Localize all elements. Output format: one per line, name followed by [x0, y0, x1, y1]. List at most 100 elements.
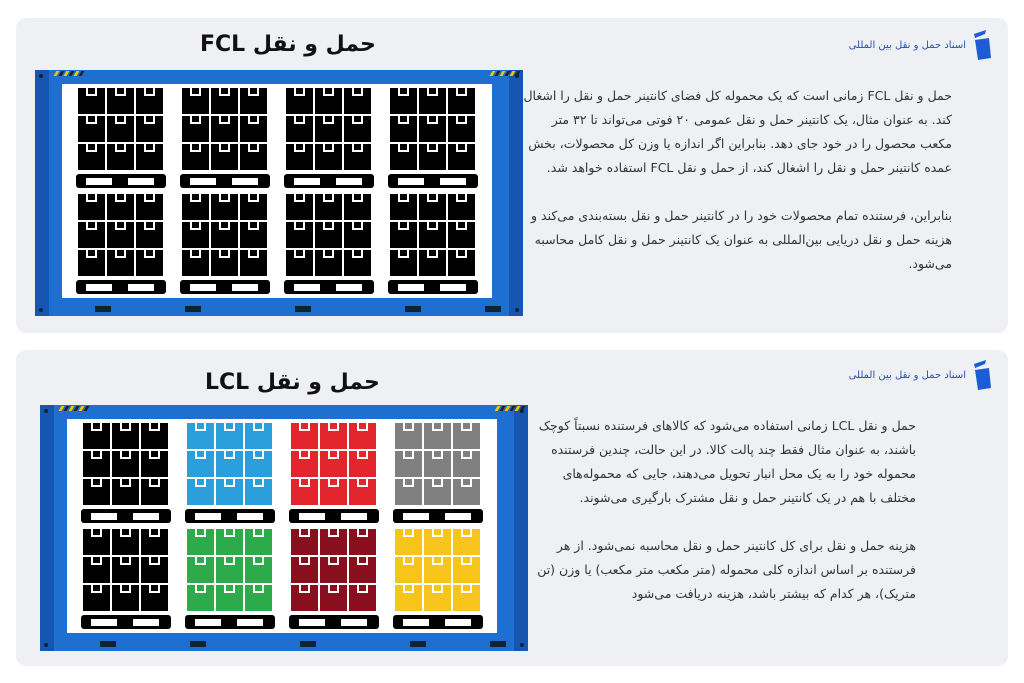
box-tape: [224, 585, 235, 593]
box-tape: [144, 250, 155, 258]
box: [320, 529, 347, 555]
hazard-stripe: [63, 406, 70, 411]
box-tape: [253, 423, 264, 431]
corner-casting: [39, 74, 43, 78]
box-tape: [91, 585, 102, 593]
box: [216, 451, 243, 477]
hazard-stripe: [73, 71, 80, 76]
box: [424, 557, 451, 583]
box: [286, 144, 313, 170]
box: [286, 222, 313, 248]
box-tape: [86, 222, 97, 230]
box: [286, 194, 313, 220]
box: [216, 479, 243, 505]
box: [349, 585, 376, 611]
box-tape: [86, 88, 97, 96]
box-tape: [253, 557, 264, 565]
box-tape: [253, 529, 264, 537]
box: [453, 423, 480, 449]
box: [424, 451, 451, 477]
box-tape: [219, 250, 230, 258]
brand: اسناد حمل و نقل بین المللی: [849, 30, 992, 60]
lcl-card: حمل و نقل LCL اسناد حمل و نقل بین المللی…: [16, 350, 1008, 666]
pallet: [393, 529, 483, 629]
pallet: [180, 194, 270, 294]
box: [349, 451, 376, 477]
pallet: [180, 88, 270, 188]
box: [216, 557, 243, 583]
box: [424, 423, 451, 449]
fcl-card: حمل و نقل FCL اسناد حمل و نقل بین المللی…: [16, 18, 1008, 333]
pallet: [289, 423, 379, 523]
box-tape: [403, 423, 414, 431]
box: [107, 144, 134, 170]
box: [349, 557, 376, 583]
box-tape: [149, 585, 160, 593]
box-tape: [149, 529, 160, 537]
box: [141, 557, 168, 583]
box: [390, 194, 417, 220]
box: [390, 116, 417, 142]
box: [390, 222, 417, 248]
hazard-stripe: [78, 71, 85, 76]
box-tape: [461, 529, 472, 537]
box-tape: [144, 144, 155, 152]
pallet-slot: [403, 513, 429, 520]
box-tape: [299, 451, 310, 459]
pallet: [81, 423, 171, 523]
box: [453, 451, 480, 477]
pallet-slot: [232, 284, 258, 291]
box: [216, 585, 243, 611]
box-tape: [195, 529, 206, 537]
lcl-container-illustration: [40, 405, 528, 651]
pallet-slot: [294, 284, 320, 291]
box: [240, 250, 267, 276]
pallet-slot: [91, 513, 117, 520]
box-tape: [190, 194, 201, 202]
box-tape: [115, 144, 126, 152]
fcl-description: حمل و نقل FCL زمانی است که یک محموله کل …: [522, 84, 952, 300]
box-tape: [219, 194, 230, 202]
bottom-fitting: [100, 641, 116, 647]
container-post: [35, 70, 49, 316]
box-tape: [115, 194, 126, 202]
box-tape: [403, 585, 414, 593]
box-tape: [144, 88, 155, 96]
box-tape: [461, 557, 472, 565]
box-tape: [299, 423, 310, 431]
box-tape: [248, 194, 259, 202]
box-tape: [91, 451, 102, 459]
box: [78, 222, 105, 248]
box-tape: [248, 88, 259, 96]
pallet: [81, 529, 171, 629]
brand-logo-icon: [974, 30, 991, 60]
box: [453, 479, 480, 505]
box-tape: [91, 557, 102, 565]
box-tape: [432, 451, 443, 459]
box: [315, 88, 342, 114]
corner-casting: [515, 308, 519, 312]
box-tape: [248, 250, 259, 258]
hazard-stripe: [494, 406, 501, 411]
box-tape: [115, 250, 126, 258]
container-post: [509, 70, 523, 316]
box-tape: [115, 116, 126, 124]
pallet-slot: [294, 178, 320, 185]
box-tape: [398, 194, 409, 202]
box: [136, 116, 163, 142]
brand: اسناد حمل و نقل بین المللی: [849, 360, 992, 390]
box-tape: [195, 479, 206, 487]
box-tape: [456, 144, 467, 152]
box: [245, 585, 272, 611]
pallet: [284, 88, 374, 188]
box: [424, 479, 451, 505]
box: [83, 451, 110, 477]
box: [286, 88, 313, 114]
pallet-slot: [195, 619, 221, 626]
pallet: [289, 529, 379, 629]
box: [448, 250, 475, 276]
box: [291, 529, 318, 555]
hazard-stripe: [489, 71, 496, 76]
box-tape: [357, 585, 368, 593]
corner-casting: [39, 308, 43, 312]
